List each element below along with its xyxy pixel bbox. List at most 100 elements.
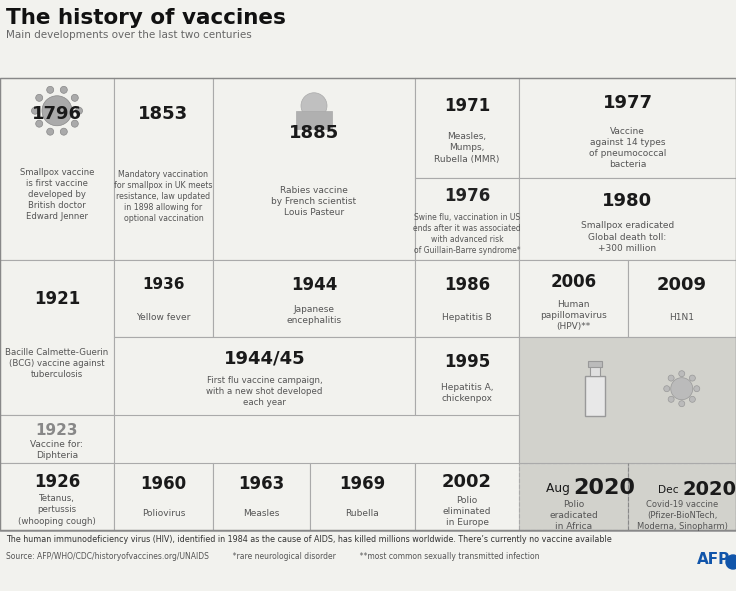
Bar — [415, 337, 519, 415]
Text: 1853: 1853 — [138, 105, 188, 124]
Text: AFP: AFP — [697, 552, 730, 567]
Text: Hepatitis A,
chickenpox: Hepatitis A, chickenpox — [441, 383, 493, 403]
Circle shape — [690, 375, 696, 381]
Bar — [114, 260, 213, 337]
Circle shape — [690, 397, 696, 402]
Bar — [0, 78, 114, 260]
Circle shape — [46, 86, 54, 93]
Bar — [585, 376, 605, 415]
Bar — [310, 463, 415, 530]
Text: Yellow fever: Yellow fever — [136, 313, 191, 322]
Circle shape — [670, 378, 693, 400]
Bar — [590, 366, 600, 376]
Text: Measles: Measles — [244, 509, 280, 518]
Bar — [0, 78, 736, 530]
Circle shape — [301, 93, 327, 119]
Text: Rubella: Rubella — [346, 509, 379, 518]
Text: 1796: 1796 — [32, 105, 82, 124]
Circle shape — [664, 386, 670, 392]
Text: Japanese
encephalitis: Japanese encephalitis — [286, 306, 342, 326]
Bar — [628, 260, 736, 337]
Text: 1944: 1944 — [291, 275, 337, 294]
Text: Dec: Dec — [658, 485, 682, 495]
Text: Smallpox vaccine
is first vaccine
developed by
British doctor
Edward Jenner: Smallpox vaccine is first vaccine develo… — [20, 168, 94, 221]
Bar — [519, 178, 736, 260]
Text: 1921: 1921 — [34, 290, 80, 308]
Text: Bacille Calmette-Guerin
(BCG) vaccine against
tuberculosis: Bacille Calmette-Guerin (BCG) vaccine ag… — [5, 348, 109, 379]
Text: 1986: 1986 — [444, 275, 490, 294]
Text: 1969: 1969 — [339, 475, 386, 493]
Bar — [114, 463, 213, 530]
Bar — [296, 111, 332, 129]
Circle shape — [36, 95, 43, 101]
Text: 1976: 1976 — [444, 187, 490, 205]
Circle shape — [679, 371, 684, 376]
Bar — [114, 337, 415, 415]
Text: Tetanus,
pertussis
(whooping cough): Tetanus, pertussis (whooping cough) — [18, 494, 96, 525]
Bar — [0, 463, 114, 530]
Text: Smallpox eradicated
Global death toll:
+300 million: Smallpox eradicated Global death toll: +… — [581, 222, 674, 252]
Text: 1944/45: 1944/45 — [224, 350, 305, 368]
Bar — [519, 260, 628, 337]
Text: Hepatitis B: Hepatitis B — [442, 313, 492, 322]
Bar — [628, 463, 736, 530]
Circle shape — [60, 128, 67, 135]
Circle shape — [32, 107, 38, 114]
Text: Covid-19 vaccine
(Pfizer-BioNTech,
Moderna, Sinopharm): Covid-19 vaccine (Pfizer-BioNTech, Moder… — [637, 499, 727, 531]
Bar — [213, 260, 415, 337]
Text: Main developments over the last two centuries: Main developments over the last two cent… — [6, 30, 252, 40]
Text: Swine flu, vaccination in US
ends after it was associated
with advanced risk
of : Swine flu, vaccination in US ends after … — [413, 213, 521, 255]
Bar — [588, 361, 602, 366]
Text: The history of vaccines: The history of vaccines — [6, 8, 286, 28]
Text: 1885: 1885 — [289, 124, 339, 142]
Bar — [415, 178, 519, 260]
Circle shape — [71, 120, 78, 127]
Text: Human
papillomavirus
(HPV)**: Human papillomavirus (HPV)** — [540, 300, 607, 331]
Bar — [0, 260, 114, 415]
Bar — [0, 415, 114, 463]
Bar — [114, 78, 213, 260]
Bar — [213, 463, 310, 530]
Text: 1980: 1980 — [603, 192, 653, 210]
Circle shape — [36, 120, 43, 127]
Circle shape — [46, 128, 54, 135]
Circle shape — [76, 107, 82, 114]
Text: 2020: 2020 — [682, 480, 736, 499]
Text: Rabies vaccine
by French scientist
Louis Pasteur: Rabies vaccine by French scientist Louis… — [272, 186, 356, 217]
Text: Aug: Aug — [546, 482, 573, 495]
Text: 1963: 1963 — [238, 475, 285, 493]
Text: 2009: 2009 — [657, 275, 707, 294]
Text: Vaccine for:
Diphteria: Vaccine for: Diphteria — [30, 440, 83, 460]
Circle shape — [42, 96, 72, 126]
Circle shape — [726, 555, 736, 569]
Text: Vaccine
against 14 types
of pneumococcal
bacteria: Vaccine against 14 types of pneumococcal… — [589, 127, 666, 169]
Text: 1971: 1971 — [444, 97, 490, 115]
Text: 2006: 2006 — [551, 272, 597, 291]
Text: Measles,
Mumps,
Rubella (MMR): Measles, Mumps, Rubella (MMR) — [434, 132, 500, 164]
Text: 1923: 1923 — [36, 423, 78, 438]
Bar — [519, 337, 736, 530]
Text: Polio
eliminated
in Europe: Polio eliminated in Europe — [443, 496, 491, 527]
Text: The human immunodeficiency virus (HIV), identified in 1984 as the cause of AIDS,: The human immunodeficiency virus (HIV), … — [6, 535, 612, 544]
Circle shape — [60, 86, 67, 93]
Text: 1960: 1960 — [141, 475, 186, 493]
Bar — [213, 78, 415, 260]
Text: Polio
eradicated
in Africa: Polio eradicated in Africa — [549, 499, 598, 531]
Text: First flu vaccine campaign,
with a new shot developed
each year: First flu vaccine campaign, with a new s… — [206, 376, 322, 407]
Circle shape — [679, 401, 684, 407]
Circle shape — [694, 386, 700, 392]
Bar — [415, 463, 519, 530]
Text: 1977: 1977 — [603, 94, 653, 112]
Text: 1995: 1995 — [444, 353, 490, 371]
Circle shape — [668, 397, 674, 402]
Bar — [519, 463, 628, 530]
Text: 2020: 2020 — [573, 479, 635, 498]
Text: H1N1: H1N1 — [670, 313, 695, 322]
Circle shape — [668, 375, 674, 381]
Circle shape — [71, 95, 78, 101]
Text: 1936: 1936 — [142, 277, 185, 292]
Bar — [519, 337, 736, 463]
Text: Mandatory vaccination
for smallpox in UK meets
resistance, law updated
in 1898 a: Mandatory vaccination for smallpox in UK… — [114, 170, 213, 223]
Bar — [415, 260, 519, 337]
Bar — [519, 78, 736, 178]
